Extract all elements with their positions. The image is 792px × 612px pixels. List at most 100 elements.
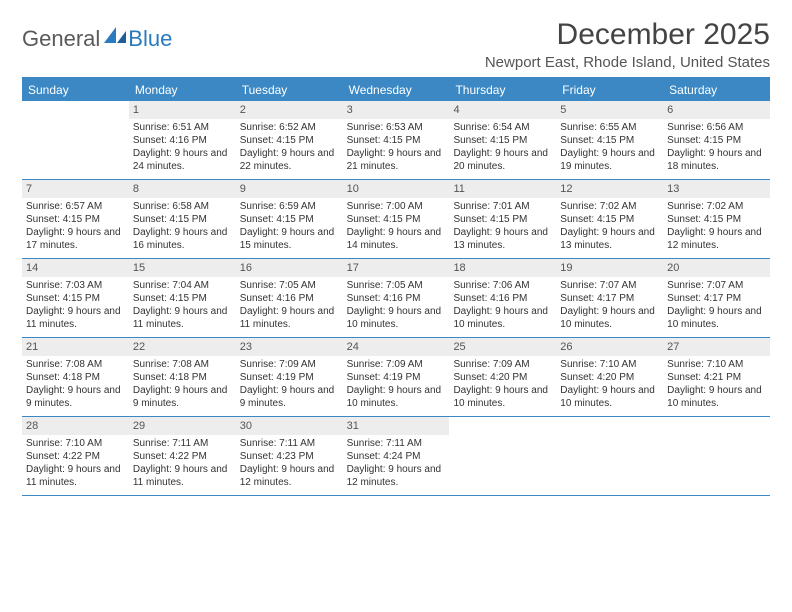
sunset-line: Sunset: 4:15 PM <box>133 292 232 305</box>
logo-text-blue: Blue <box>128 26 172 52</box>
day-number: 17 <box>343 259 450 277</box>
sunset-line: Sunset: 4:15 PM <box>667 213 766 226</box>
daylight-line: Daylight: 9 hours and 12 minutes. <box>667 226 766 252</box>
sunrise-line: Sunrise: 7:10 AM <box>667 358 766 371</box>
daylight-line: Daylight: 9 hours and 11 minutes. <box>133 305 232 331</box>
daylight-line: Daylight: 9 hours and 10 minutes. <box>667 384 766 410</box>
sunrise-line: Sunrise: 7:02 AM <box>560 200 659 213</box>
sunset-line: Sunset: 4:19 PM <box>240 371 339 384</box>
sunset-line: Sunset: 4:15 PM <box>240 213 339 226</box>
sunrise-line: Sunrise: 7:02 AM <box>667 200 766 213</box>
day-cell <box>663 417 770 495</box>
day-number: 3 <box>343 101 450 119</box>
title-block: December 2025 Newport East, Rhode Island… <box>485 18 770 71</box>
day-number: 15 <box>129 259 236 277</box>
daylight-line: Daylight: 9 hours and 11 minutes. <box>240 305 339 331</box>
day-cell: 1Sunrise: 6:51 AMSunset: 4:16 PMDaylight… <box>129 101 236 179</box>
location-text: Newport East, Rhode Island, United State… <box>485 54 770 71</box>
day-number: 11 <box>449 180 556 198</box>
sunrise-line: Sunrise: 7:09 AM <box>240 358 339 371</box>
day-number <box>22 101 129 119</box>
sunrise-line: Sunrise: 6:51 AM <box>133 121 232 134</box>
logo-sail-icon <box>104 27 126 43</box>
logo-text-general: General <box>22 26 100 52</box>
sunset-line: Sunset: 4:21 PM <box>667 371 766 384</box>
day-cell: 23Sunrise: 7:09 AMSunset: 4:19 PMDayligh… <box>236 338 343 416</box>
daylight-line: Daylight: 9 hours and 10 minutes. <box>453 305 552 331</box>
sunrise-line: Sunrise: 7:03 AM <box>26 279 125 292</box>
day-number: 23 <box>236 338 343 356</box>
day-header-monday: Monday <box>129 79 236 101</box>
sunrise-line: Sunrise: 7:04 AM <box>133 279 232 292</box>
day-cell: 6Sunrise: 6:56 AMSunset: 4:15 PMDaylight… <box>663 101 770 179</box>
day-cell: 8Sunrise: 6:58 AMSunset: 4:15 PMDaylight… <box>129 180 236 258</box>
day-cell: 17Sunrise: 7:05 AMSunset: 4:16 PMDayligh… <box>343 259 450 337</box>
sunset-line: Sunset: 4:18 PM <box>133 371 232 384</box>
sunset-line: Sunset: 4:19 PM <box>347 371 446 384</box>
daylight-line: Daylight: 9 hours and 10 minutes. <box>560 384 659 410</box>
sunrise-line: Sunrise: 7:09 AM <box>347 358 446 371</box>
sunset-line: Sunset: 4:17 PM <box>667 292 766 305</box>
sunrise-line: Sunrise: 7:05 AM <box>240 279 339 292</box>
day-cell <box>22 101 129 179</box>
logo: General Blue <box>22 18 172 52</box>
day-cell: 10Sunrise: 7:00 AMSunset: 4:15 PMDayligh… <box>343 180 450 258</box>
sunrise-line: Sunrise: 6:56 AM <box>667 121 766 134</box>
sunset-line: Sunset: 4:15 PM <box>26 292 125 305</box>
day-cell: 30Sunrise: 7:11 AMSunset: 4:23 PMDayligh… <box>236 417 343 495</box>
day-number: 7 <box>22 180 129 198</box>
sunrise-line: Sunrise: 7:01 AM <box>453 200 552 213</box>
day-number: 27 <box>663 338 770 356</box>
day-header-thursday: Thursday <box>449 79 556 101</box>
sunset-line: Sunset: 4:15 PM <box>240 134 339 147</box>
sunset-line: Sunset: 4:15 PM <box>560 134 659 147</box>
weeks-container: 1Sunrise: 6:51 AMSunset: 4:16 PMDaylight… <box>22 101 770 496</box>
week-row: 14Sunrise: 7:03 AMSunset: 4:15 PMDayligh… <box>22 259 770 338</box>
sunset-line: Sunset: 4:15 PM <box>133 213 232 226</box>
week-row: 7Sunrise: 6:57 AMSunset: 4:15 PMDaylight… <box>22 180 770 259</box>
day-cell: 24Sunrise: 7:09 AMSunset: 4:19 PMDayligh… <box>343 338 450 416</box>
day-number: 16 <box>236 259 343 277</box>
sunset-line: Sunset: 4:15 PM <box>560 213 659 226</box>
day-cell: 5Sunrise: 6:55 AMSunset: 4:15 PMDaylight… <box>556 101 663 179</box>
day-cell: 3Sunrise: 6:53 AMSunset: 4:15 PMDaylight… <box>343 101 450 179</box>
day-number: 8 <box>129 180 236 198</box>
sunrise-line: Sunrise: 7:06 AM <box>453 279 552 292</box>
sunrise-line: Sunrise: 7:11 AM <box>240 437 339 450</box>
day-cell: 29Sunrise: 7:11 AMSunset: 4:22 PMDayligh… <box>129 417 236 495</box>
sunset-line: Sunset: 4:15 PM <box>347 213 446 226</box>
day-header-tuesday: Tuesday <box>236 79 343 101</box>
daylight-line: Daylight: 9 hours and 24 minutes. <box>133 147 232 173</box>
sunrise-line: Sunrise: 6:53 AM <box>347 121 446 134</box>
daylight-line: Daylight: 9 hours and 14 minutes. <box>347 226 446 252</box>
day-number: 19 <box>556 259 663 277</box>
sunset-line: Sunset: 4:16 PM <box>133 134 232 147</box>
sunrise-line: Sunrise: 7:08 AM <box>133 358 232 371</box>
sunset-line: Sunset: 4:15 PM <box>667 134 766 147</box>
day-number: 2 <box>236 101 343 119</box>
sunset-line: Sunset: 4:20 PM <box>560 371 659 384</box>
day-number: 6 <box>663 101 770 119</box>
header: General Blue December 2025 Newport East,… <box>22 18 770 71</box>
sunrise-line: Sunrise: 6:54 AM <box>453 121 552 134</box>
sunset-line: Sunset: 4:17 PM <box>560 292 659 305</box>
daylight-line: Daylight: 9 hours and 12 minutes. <box>240 463 339 489</box>
daylight-line: Daylight: 9 hours and 16 minutes. <box>133 226 232 252</box>
week-row: 21Sunrise: 7:08 AMSunset: 4:18 PMDayligh… <box>22 338 770 417</box>
day-cell: 7Sunrise: 6:57 AMSunset: 4:15 PMDaylight… <box>22 180 129 258</box>
day-cell: 9Sunrise: 6:59 AMSunset: 4:15 PMDaylight… <box>236 180 343 258</box>
day-number: 14 <box>22 259 129 277</box>
sunset-line: Sunset: 4:18 PM <box>26 371 125 384</box>
day-number: 4 <box>449 101 556 119</box>
day-number: 5 <box>556 101 663 119</box>
daylight-line: Daylight: 9 hours and 9 minutes. <box>133 384 232 410</box>
daylight-line: Daylight: 9 hours and 10 minutes. <box>347 384 446 410</box>
calendar: SundayMondayTuesdayWednesdayThursdayFrid… <box>22 77 770 496</box>
sunrise-line: Sunrise: 7:00 AM <box>347 200 446 213</box>
day-number <box>663 417 770 435</box>
day-cell: 31Sunrise: 7:11 AMSunset: 4:24 PMDayligh… <box>343 417 450 495</box>
sunrise-line: Sunrise: 7:10 AM <box>26 437 125 450</box>
sunrise-line: Sunrise: 7:11 AM <box>133 437 232 450</box>
daylight-line: Daylight: 9 hours and 11 minutes. <box>26 305 125 331</box>
day-number: 22 <box>129 338 236 356</box>
